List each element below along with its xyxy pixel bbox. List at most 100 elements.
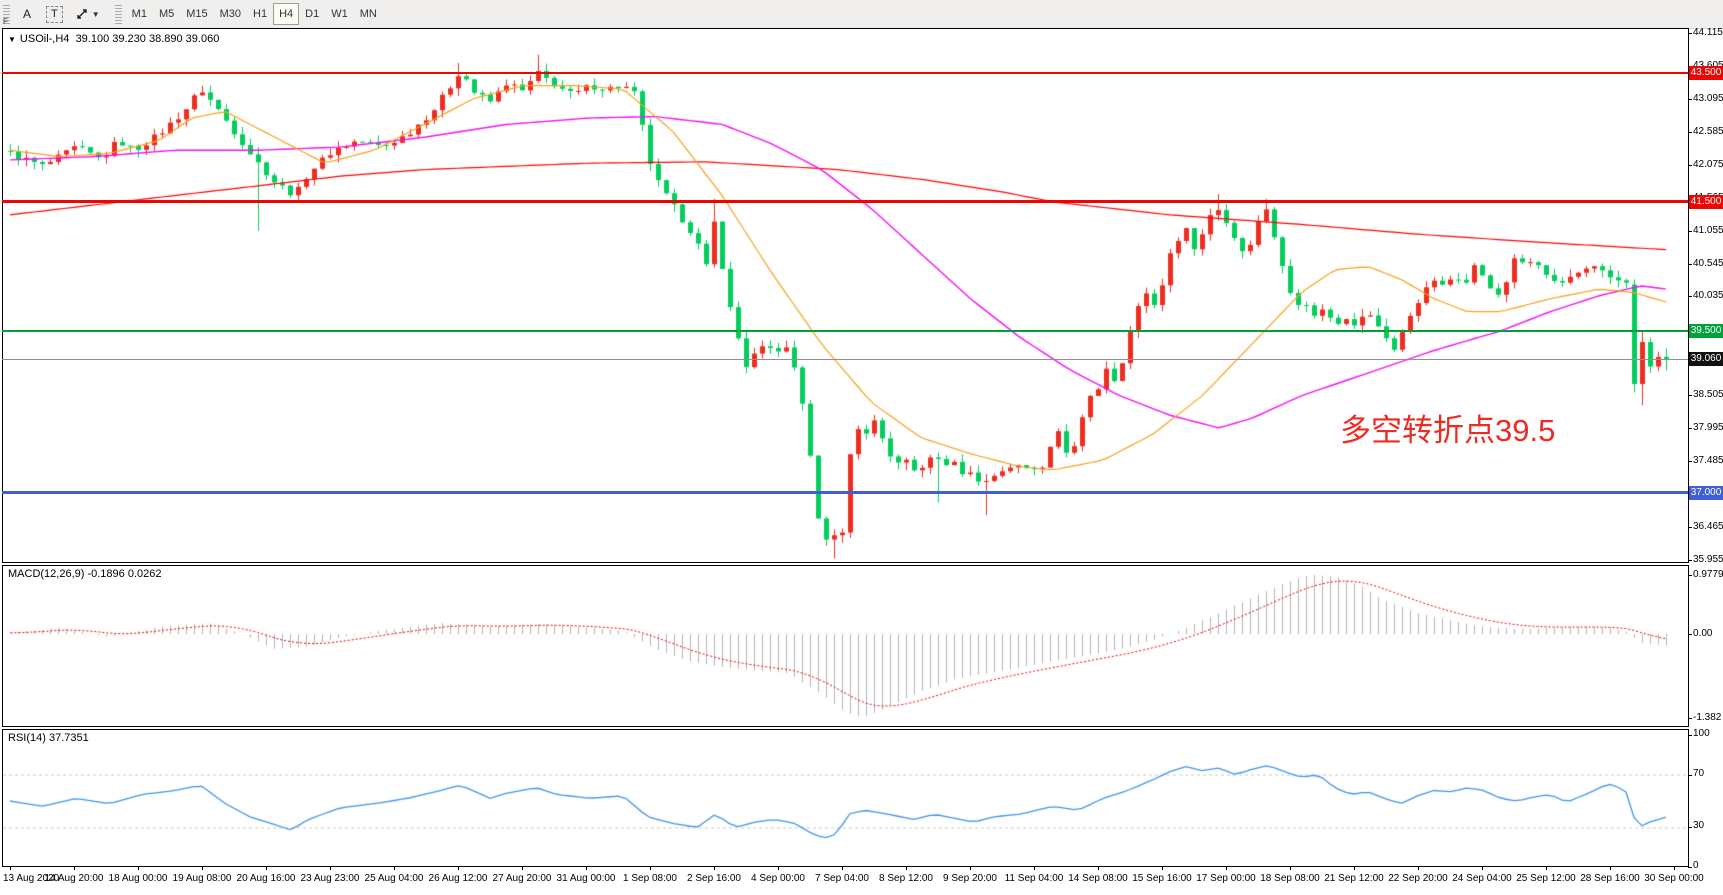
time-tick-label: 30 Sep 00:00 xyxy=(1644,873,1704,884)
rsi-tick-label: 0 xyxy=(1693,860,1699,871)
symbol-dropdown-icon[interactable]: ▼ xyxy=(8,35,16,44)
rsi-axis-tick xyxy=(1688,735,1692,736)
timeframe-button-M5[interactable]: M5 xyxy=(153,3,180,25)
level-line-37.000[interactable] xyxy=(2,491,1688,494)
time-axis-tick xyxy=(1418,866,1419,870)
time-tick-label: 17 Sep 00:00 xyxy=(1196,873,1256,884)
time-axis-tick xyxy=(1162,866,1163,870)
timeframe-button-H1[interactable]: H1 xyxy=(247,3,273,25)
time-tick-label: 8 Sep 12:00 xyxy=(879,873,933,884)
time-tick-label: 2 Sep 16:00 xyxy=(687,873,741,884)
time-tick-label: 20 Aug 16:00 xyxy=(236,873,296,884)
time-tick-label: 13 Aug 2020 xyxy=(3,873,60,884)
time-axis-tick xyxy=(202,866,203,870)
main-price-pane[interactable] xyxy=(2,28,1689,563)
macd-tick-label: -1.382 xyxy=(1693,712,1722,723)
time-axis-tick xyxy=(74,866,75,870)
symbol-period-text: USOil-,H4 xyxy=(19,33,70,45)
level-price-tag-39.060[interactable]: 39.060 xyxy=(1689,352,1723,366)
time-axis-tick xyxy=(1226,866,1227,870)
level-line-43.500[interactable] xyxy=(2,72,1688,74)
time-axis-tick xyxy=(1674,866,1675,870)
price-axis-tick xyxy=(1688,132,1692,133)
time-axis-tick xyxy=(1482,866,1483,870)
cursor-arrows-button[interactable]: ▼ xyxy=(70,3,105,25)
price-axis-tick xyxy=(1688,264,1692,265)
ohlc-quote-text: 39.100 39.230 38.890 39.060 xyxy=(75,33,220,45)
time-axis-tick xyxy=(458,866,459,870)
time-tick-label: 4 Sep 00:00 xyxy=(751,873,805,884)
time-tick-label: 15 Sep 16:00 xyxy=(1132,873,1192,884)
timeframe-button-D1[interactable]: D1 xyxy=(299,3,325,25)
rsi-tick-label: 70 xyxy=(1693,768,1705,779)
rsi-axis-tick xyxy=(1688,867,1692,868)
time-tick-label: 24 Sep 04:00 xyxy=(1452,873,1512,884)
price-axis-tick xyxy=(1688,99,1692,100)
timeframe-button-H4[interactable]: H4 xyxy=(273,3,300,25)
time-tick-label: 1 Sep 08:00 xyxy=(623,873,677,884)
time-axis-tick xyxy=(906,866,907,870)
macd-pane[interactable] xyxy=(2,565,1689,727)
rsi-tick-label: 100 xyxy=(1693,728,1710,739)
level-price-tag-41.500[interactable]: 41.500 xyxy=(1689,195,1723,209)
time-axis-tick xyxy=(778,866,779,870)
turning-point-annotation[interactable]: 多空转折点39.5 xyxy=(1340,413,1556,448)
timeframe-button-W1[interactable]: W1 xyxy=(325,3,354,25)
timeframe-button-M15[interactable]: M15 xyxy=(180,3,213,25)
rsi-tick-label: 30 xyxy=(1693,820,1705,831)
level-price-tag-43.500[interactable]: 43.500 xyxy=(1689,66,1723,80)
time-axis-tick xyxy=(330,866,331,870)
time-tick-label: 31 Aug 00:00 xyxy=(556,873,616,884)
price-tick-label: 36.465 xyxy=(1693,521,1723,532)
price-tick-label: 43.095 xyxy=(1693,93,1723,104)
letter-a-icon: A xyxy=(22,7,31,21)
macd-axis-tick xyxy=(1688,575,1692,576)
rsi-axis-tick xyxy=(1688,827,1692,828)
level-line-41.500[interactable] xyxy=(2,200,1688,203)
time-axis-tick xyxy=(586,866,587,870)
price-tick-label: 37.995 xyxy=(1693,422,1723,433)
time-tick-label: 21 Sep 12:00 xyxy=(1324,873,1384,884)
timeframe-button-M30[interactable]: M30 xyxy=(214,3,247,25)
time-axis-tick xyxy=(1354,866,1355,870)
level-line-39.500[interactable] xyxy=(2,330,1688,332)
price-tick-label: 40.035 xyxy=(1693,290,1723,301)
letter-t-icon: T xyxy=(46,5,63,23)
price-tick-label: 42.585 xyxy=(1693,126,1723,137)
time-axis-tick xyxy=(522,866,523,870)
price-axis-tick xyxy=(1688,165,1692,166)
time-tick-label: 14 Aug 20:00 xyxy=(44,873,104,884)
time-axis-tick xyxy=(1546,866,1547,870)
level-price-tag-37.000[interactable]: 37.000 xyxy=(1689,486,1723,500)
price-tick-label: 38.505 xyxy=(1693,389,1723,400)
chart-symbol-title[interactable]: ▼ USOil-,H4 39.100 39.230 38.890 39.060 xyxy=(8,33,219,45)
price-axis-tick xyxy=(1688,461,1692,462)
text-tool-button[interactable]: T xyxy=(41,3,68,25)
price-axis-tick xyxy=(1688,428,1692,429)
rsi-pane[interactable] xyxy=(2,729,1689,867)
time-tick-label: 27 Aug 20:00 xyxy=(492,873,552,884)
price-tick-label: 42.075 xyxy=(1693,159,1723,170)
dropdown-caret-icon: ▼ xyxy=(91,9,100,19)
time-axis-tick xyxy=(1034,866,1035,870)
toolbar-drag-handle-icon[interactable] xyxy=(2,4,11,24)
macd-tick-label: 0.9779 xyxy=(1693,569,1723,580)
timeframe-toolbar-handle-icon[interactable] xyxy=(113,4,123,24)
price-tick-label: 35.955 xyxy=(1693,554,1723,565)
timeframe-button-M1[interactable]: M1 xyxy=(126,3,153,25)
time-tick-label: 25 Aug 04:00 xyxy=(364,873,424,884)
time-tick-label: 18 Aug 00:00 xyxy=(108,873,168,884)
price-axis-tick xyxy=(1688,527,1692,528)
time-axis-tick xyxy=(266,866,267,870)
price-tick-label: 40.545 xyxy=(1693,258,1723,269)
toolbar: F A T ▼ M1 M5 M15 M30 H1 H4 D1 W1 MN xyxy=(0,0,1723,29)
label-tool-button[interactable]: A xyxy=(15,3,39,25)
rsi-axis-tick xyxy=(1688,775,1692,776)
time-axis-tick xyxy=(10,866,11,870)
price-axis-tick xyxy=(1688,395,1692,396)
level-line-39.060[interactable] xyxy=(2,359,1688,360)
level-price-tag-39.500[interactable]: 39.500 xyxy=(1689,324,1723,338)
price-axis-tick xyxy=(1688,231,1692,232)
time-axis-tick xyxy=(394,866,395,870)
timeframe-button-MN[interactable]: MN xyxy=(354,3,383,25)
